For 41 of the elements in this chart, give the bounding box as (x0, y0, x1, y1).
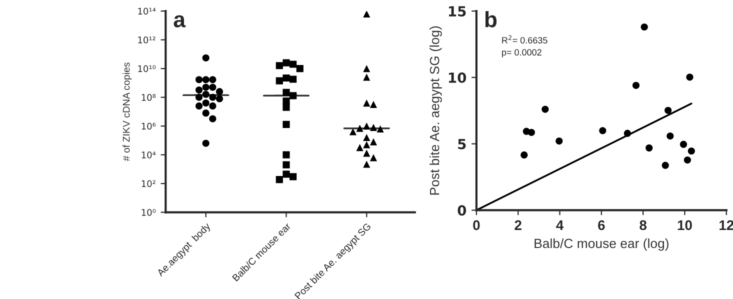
y-tick-label: 10¹² (138, 36, 156, 44)
point (528, 128, 535, 136)
annotation: R$^{2}$= 0.6635 (502, 35, 548, 44)
point (664, 106, 672, 114)
annotation: p= 0.0002 (502, 49, 542, 58)
y-tick-label: 10² (142, 180, 156, 188)
point (646, 144, 653, 152)
chart-title: a (174, 15, 186, 28)
x-tick-label: 2 (514, 220, 522, 230)
point (624, 130, 632, 137)
point (662, 162, 669, 169)
y-tick-label: 10 (448, 72, 466, 83)
point (556, 137, 563, 145)
x-tick-label: 6 (598, 220, 605, 230)
y-tick-label: 10⁶ (142, 122, 156, 130)
x-tick-label: 4 (556, 220, 564, 230)
y-tick-label: 10¹⁴ (138, 8, 156, 15)
y-tick-label: 15 (448, 6, 466, 17)
point (680, 140, 688, 148)
y-tick-label: 10⁴ (142, 152, 156, 158)
point (684, 156, 691, 164)
point (666, 132, 674, 140)
point (640, 23, 648, 31)
y-tick-label: 10⁸ (142, 94, 156, 101)
point (632, 82, 640, 89)
x-tick-label: 10 (678, 220, 692, 230)
x-tick-label: 0 (473, 220, 480, 230)
point (542, 106, 549, 113)
y-tick-label: 10⁰ (142, 209, 156, 216)
y-axis-title: # of ZIKV cDNA copies (122, 62, 132, 162)
y-tick-label: 5 (458, 138, 466, 150)
x-axis-title: Balb/C mouse ear (log) (534, 238, 668, 251)
point (688, 147, 695, 155)
point (599, 127, 606, 134)
y-tick-label: 0 (458, 205, 466, 216)
point (520, 151, 528, 159)
y-tick-label: 10¹⁰ (138, 65, 156, 72)
x-tick-label: 8 (640, 220, 647, 230)
chart-title: b (485, 11, 497, 28)
point (686, 74, 694, 81)
y-axis-title: Post bite Ae. aegypt SG (log) (430, 26, 442, 195)
